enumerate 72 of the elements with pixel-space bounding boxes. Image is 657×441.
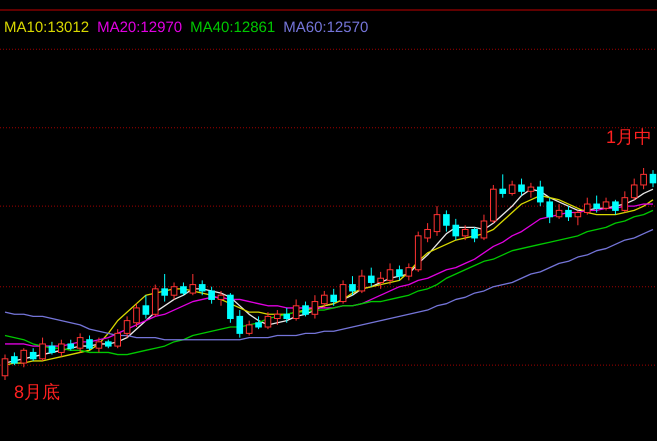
candlestick [593,195,600,214]
candlestick [20,348,28,368]
candlestick [58,339,65,358]
candlestick [574,210,582,226]
candlestick [630,178,638,200]
candlestick [114,328,122,349]
candlestick [67,339,74,351]
candlestick [386,262,394,286]
candlestick [471,226,478,243]
candlestick [86,334,93,351]
candlestick [358,269,366,294]
candlestick [264,312,272,330]
candlestick [11,352,18,366]
candlestick [518,178,525,196]
text: 8月底 [14,382,60,402]
candlestick [602,197,610,211]
candlestick [161,274,168,302]
candlestick [640,168,647,190]
text: 1月中 [606,127,652,147]
candlestick [443,210,450,232]
candlestick [198,280,206,296]
candlestick [312,294,318,320]
candlestick [283,307,290,324]
candlestick [340,280,346,304]
candlestick [133,303,140,328]
candlestick [96,337,102,353]
candlestick [236,310,244,338]
candlestick [452,218,460,241]
candlestick [462,224,468,241]
candlestick [650,170,656,188]
candlestick [584,197,591,216]
candlestick [48,341,56,356]
text: MA10:13012 [4,19,90,36]
candlestick [536,180,544,207]
candlestick [30,348,36,362]
candlestick [434,206,440,236]
candlestick [76,332,84,353]
candlestick [292,298,300,322]
candlestick [255,316,262,330]
candlestick [424,222,431,243]
candlestick [170,282,178,300]
candlestick [480,214,488,241]
candlestick [39,337,46,362]
candlestick [556,204,562,220]
candlestick [368,267,375,288]
candlestick [320,290,328,308]
text: MA40:12861 [190,19,276,36]
candlestick [528,182,534,198]
candlestick [190,274,196,296]
candlestick [246,320,252,336]
candlestick [180,282,187,296]
candlestick [508,180,516,196]
candlestick [274,310,281,326]
text: MA20:12970 [97,19,182,36]
candlestick [396,265,403,281]
text: MA60:12570 [283,19,368,36]
candlestick [349,276,356,296]
candlestick [2,354,8,380]
candlestick [330,288,338,306]
candlestick [406,262,412,281]
candlestick [142,294,150,320]
candlestick [302,301,309,317]
candlestick [546,197,554,224]
candlestick [622,190,628,214]
candlestick [499,174,506,198]
candlestick [377,271,384,290]
candlestick [124,316,130,338]
candlestick [218,290,224,306]
candlestick [227,292,234,324]
candlestick [612,199,619,216]
candlestick [565,206,572,222]
candlestick [208,286,215,304]
